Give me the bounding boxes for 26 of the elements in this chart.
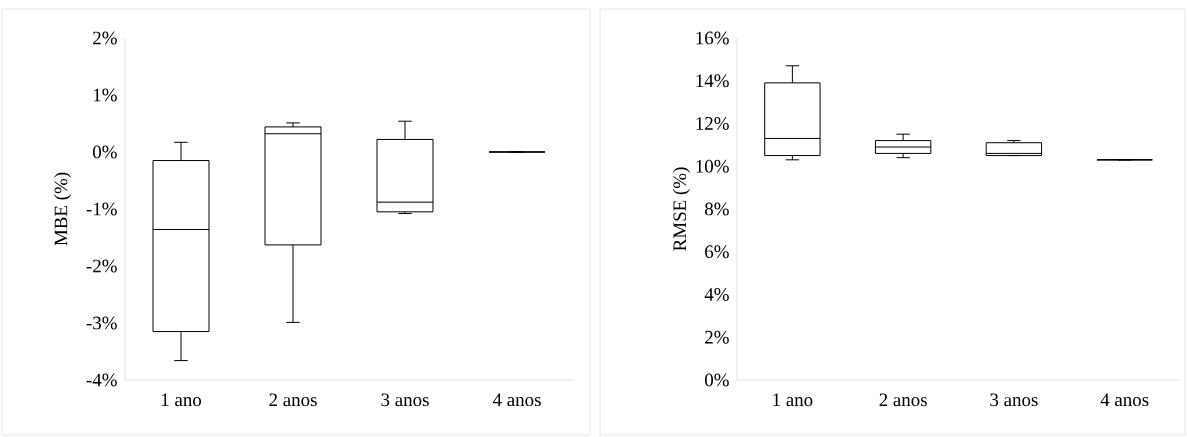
y-axis-title: MBE (%) [54,172,72,246]
x-tick-label: 1 ano [161,393,202,407]
y-tick-label: 0% [92,145,117,159]
y-tick-label: -4% [86,373,117,387]
x-tick-label: 4 anos [492,393,541,407]
x-tick-label: 4 anos [1100,393,1149,407]
x-tick-label: 2 anos [879,393,927,407]
y-tick-label: 2% [705,330,729,344]
x-tick-label: 3 anos [990,393,1038,407]
x-tick-label: 3 anos [381,393,429,407]
x-tick-label: 1 ano [773,393,813,407]
y-tick-label: 0% [704,373,729,387]
y-tick-label: 6% [705,245,729,259]
y-tick-label: 12% [696,117,729,130]
y-tick-label: 8% [704,202,729,216]
y-tick-label: 16% [696,31,729,45]
y-tick-label: 2% [93,31,117,45]
y-tick-label: 10% [696,159,729,173]
y-tick-label: -1% [86,202,117,216]
y-tick-label: 14% [696,74,729,88]
y-tick-label: -2% [86,259,117,273]
y-tick-label: 1% [93,88,117,102]
y-tick-label: 4% [704,288,729,301]
y-tick-label: -3% [86,316,117,330]
x-tick-label: 2 anos [269,393,317,407]
y-axis-title: RMSE (%) [672,167,690,251]
